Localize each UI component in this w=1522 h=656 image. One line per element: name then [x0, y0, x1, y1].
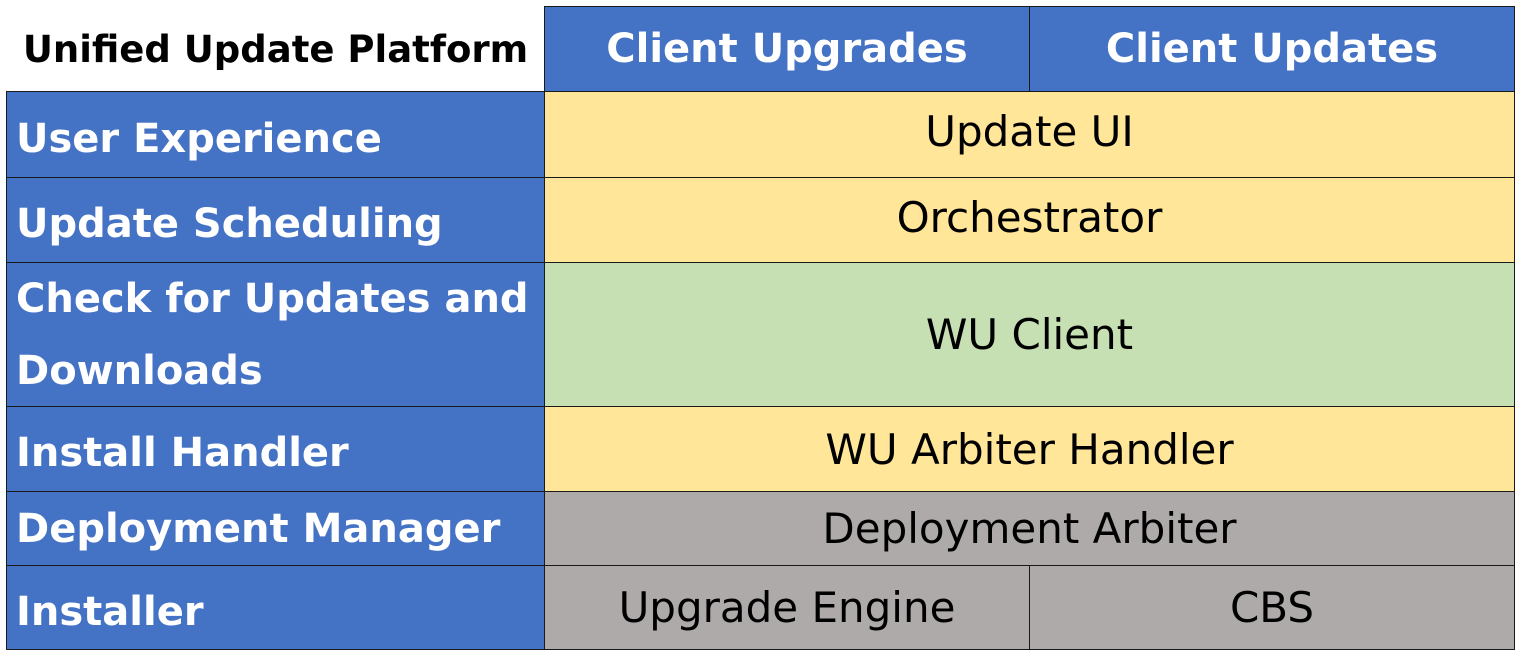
column-header-client-updates: Client Updates: [1029, 6, 1515, 92]
component-wu-client: WU Client: [544, 262, 1515, 407]
component-update-ui: Update UI: [544, 91, 1515, 178]
component-deployment-arbiter: Deployment Arbiter: [544, 491, 1515, 566]
component-cbs: CBS: [1029, 565, 1515, 650]
row-label-update-scheduling: Update Scheduling: [6, 177, 545, 263]
component-upgrade-engine: Upgrade Engine: [544, 565, 1030, 650]
row-label-check-for-updates: Check for Updates and Downloads: [6, 262, 545, 407]
row-label-deployment-manager: Deployment Manager: [6, 491, 545, 566]
row-label-install-handler: Install Handler: [6, 406, 545, 492]
row-label-user-experience: User Experience: [6, 91, 545, 178]
column-header-client-upgrades: Client Upgrades: [544, 6, 1030, 92]
component-wu-arbiter-handler: WU Arbiter Handler: [544, 406, 1515, 492]
diagram-title: Unified Update Platform: [22, 27, 529, 71]
row-label-installer: Installer: [6, 565, 545, 650]
component-orchestrator: Orchestrator: [544, 177, 1515, 263]
